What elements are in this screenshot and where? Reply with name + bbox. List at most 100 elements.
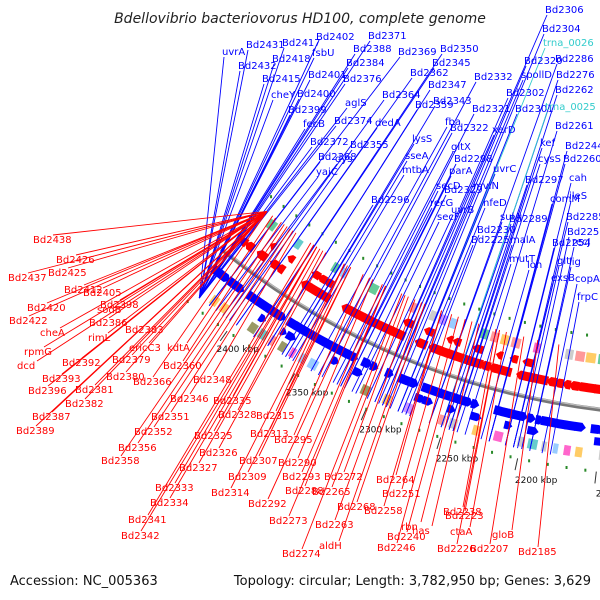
reverse-gene-label[interactable]: has	[412, 526, 430, 537]
reverse-gene-label[interactable]: Bd2223	[445, 511, 484, 522]
forward-gene-label[interactable]: lig	[569, 257, 581, 268]
reverse-gene-label[interactable]: Bd2246	[377, 543, 416, 554]
forward-gene-label[interactable]: Bd2374	[334, 116, 373, 127]
forward-gene-label[interactable]: Bd2225	[471, 235, 510, 246]
reverse-gene-label[interactable]: Bd2274	[282, 549, 321, 560]
reverse-gene-label[interactable]: Bd2263	[315, 520, 354, 531]
reverse-gene-label[interactable]: Bd2396	[28, 386, 67, 397]
forward-gene-label[interactable]: cheY	[271, 90, 296, 101]
forward-gene-label[interactable]: fba	[445, 117, 461, 128]
forward-gene-label[interactable]: lon	[527, 260, 542, 271]
reverse-gene-label[interactable]: Bd2290	[278, 458, 317, 469]
reverse-gene-label[interactable]: Bd2426	[56, 255, 95, 266]
reverse-gene-label[interactable]: Bd2295	[274, 435, 313, 446]
reverse-gene-label[interactable]: Bd2333	[155, 483, 194, 494]
reverse-gene-label[interactable]: Bd2360	[163, 361, 202, 372]
reverse-gene-label[interactable]: Bd2352	[134, 427, 173, 438]
forward-gene-label[interactable]: uvrC	[493, 164, 516, 175]
reverse-gene-label[interactable]: kdtA	[167, 343, 190, 354]
forward-gene-label[interactable]: Bd2304	[542, 24, 581, 35]
reverse-gene-label[interactable]: Bd2379	[112, 355, 151, 366]
forward-gene-label[interactable]: uvrA	[222, 47, 245, 58]
forward-gene-label[interactable]: Bd2399	[288, 105, 327, 116]
forward-gene-label[interactable]: fecB	[303, 119, 325, 130]
forward-gene-label[interactable]: gltX	[451, 142, 471, 153]
forward-gene-label[interactable]: Bd2296	[371, 195, 410, 206]
reverse-gene-label[interactable]: Bd2325	[194, 431, 233, 442]
forward-gene-label[interactable]: Bd2362	[410, 68, 449, 79]
forward-gene-label[interactable]: recJ	[572, 237, 591, 248]
forward-gene-label[interactable]: secF	[437, 212, 460, 223]
forward-gene-label[interactable]: recG	[430, 198, 453, 209]
forward-gene-label[interactable]: Bd2432	[238, 61, 277, 72]
forward-gene-label[interactable]: kef	[540, 138, 556, 149]
forward-gene-label[interactable]: Bd2415	[262, 74, 301, 85]
reverse-gene-label[interactable]: Bd2356	[118, 443, 157, 454]
forward-gene-label[interactable]: Bd2329	[444, 185, 483, 196]
forward-gene-label[interactable]: cysS	[538, 154, 561, 165]
reverse-gene-label[interactable]: Bd2341	[128, 515, 167, 526]
reverse-gene-label[interactable]: Bd2327	[179, 463, 218, 474]
reverse-gene-label[interactable]: Bd2334	[150, 498, 189, 509]
forward-gene-label[interactable]: Bd2332	[474, 72, 513, 83]
reverse-gene-label[interactable]: Bd2381	[75, 385, 114, 396]
forward-gene-label[interactable]: mtbA	[402, 165, 429, 176]
reverse-gene-label[interactable]: Bd2273	[269, 516, 308, 527]
forward-gene-label[interactable]: Bd2286	[555, 54, 594, 65]
forward-gene-label[interactable]: Bd2262	[555, 85, 594, 96]
forward-gene-label[interactable]: Bd2320	[524, 56, 563, 67]
forward-gene-label[interactable]: Bd2371	[368, 31, 407, 42]
reverse-gene-label[interactable]: Bd2425	[48, 268, 87, 279]
reverse-gene-label[interactable]: Bd2309	[228, 472, 267, 483]
forward-gene-label[interactable]: Bd2364	[382, 90, 421, 101]
forward-gene-label[interactable]: malA	[510, 235, 536, 246]
forward-gene-label[interactable]: Bd2261	[555, 121, 594, 132]
reverse-gene-label[interactable]: Bd2392	[62, 358, 101, 369]
forward-gene-label[interactable]: parA	[449, 166, 473, 177]
reverse-gene-label[interactable]: Bd2358	[101, 456, 140, 467]
forward-gene-label[interactable]: Bd2368	[318, 152, 357, 163]
forward-gene-label[interactable]: Bd2297	[525, 175, 564, 186]
forward-gene-label[interactable]: Bd2400	[297, 89, 336, 100]
reverse-gene-label[interactable]: Bd2326	[199, 448, 238, 459]
reverse-gene-label[interactable]: Bd2264	[376, 475, 415, 486]
forward-gene-label[interactable]: Bd2321	[472, 104, 511, 115]
forward-gene-label[interactable]: Bd2230	[477, 225, 516, 236]
reverse-gene-label[interactable]: Bd2292	[248, 499, 287, 510]
reverse-gene-label[interactable]: Bd2307	[239, 456, 278, 467]
forward-gene-label[interactable]: Bd2359	[415, 100, 454, 111]
forward-gene-label[interactable]: exsB	[551, 273, 575, 284]
reverse-gene-label[interactable]: gloB	[492, 530, 514, 541]
forward-gene-label[interactable]: fsbU	[312, 48, 334, 59]
forward-gene-label[interactable]: sulA	[500, 212, 521, 223]
forward-gene-label[interactable]: spollD	[521, 70, 552, 81]
reverse-gene-label[interactable]: dcd	[17, 361, 35, 372]
reverse-gene-label[interactable]: Bd2328	[218, 410, 257, 421]
reverse-gene-label[interactable]: ctaA	[450, 527, 473, 538]
forward-gene-label[interactable]: Bd2347	[428, 80, 467, 91]
reverse-gene-label[interactable]: Bd2438	[33, 235, 72, 246]
reverse-gene-label[interactable]: Bd2398	[100, 300, 139, 311]
reverse-gene-label[interactable]: Bd2389	[16, 426, 55, 437]
reverse-gene-label[interactable]: Bd2265	[312, 487, 351, 498]
reverse-gene-label[interactable]: Bd2207	[470, 544, 509, 555]
forward-gene-label[interactable]: trna_0025	[545, 102, 596, 113]
forward-gene-label[interactable]: frpC	[577, 292, 598, 303]
reverse-gene-label[interactable]: ericC3	[129, 343, 161, 354]
reverse-gene-label[interactable]: Bd2382	[65, 399, 104, 410]
forward-gene-label[interactable]: Bd2289	[509, 214, 548, 225]
reverse-gene-label[interactable]: Bd2226	[437, 544, 476, 555]
forward-gene-label[interactable]: Bd2355	[350, 140, 389, 151]
forward-gene-label[interactable]: yajC	[316, 167, 338, 178]
reverse-gene-label[interactable]: Bd2238	[443, 507, 482, 518]
forward-gene-label[interactable]: Bd2301	[515, 104, 554, 115]
reverse-gene-label[interactable]: Bd2185	[518, 547, 557, 558]
forward-gene-label[interactable]: trna_0026	[543, 38, 594, 49]
forward-gene-label[interactable]: Bd2418	[272, 54, 311, 65]
reverse-gene-label[interactable]: aldH	[319, 541, 342, 552]
forward-gene-label[interactable]: Bd2285	[566, 212, 600, 223]
reverse-gene-label[interactable]: Bd2251	[382, 489, 421, 500]
reverse-gene-label[interactable]: Bd2393	[42, 374, 81, 385]
reverse-gene-label[interactable]: Bd2412	[64, 285, 103, 296]
forward-gene-label[interactable]: Bd2256	[567, 227, 600, 238]
